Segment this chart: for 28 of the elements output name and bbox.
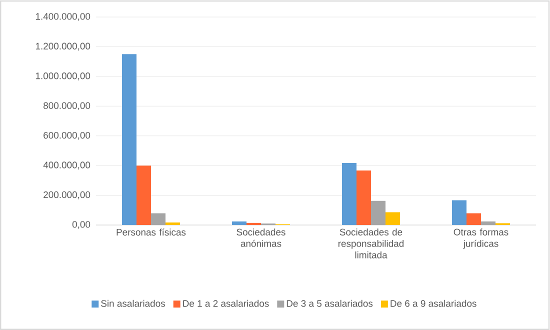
x-tick-label: Otras formas jurídicas <box>454 228 508 249</box>
y-tick-label: 800.000,00 <box>44 102 90 110</box>
bar <box>356 170 371 225</box>
y-tick-label: 0,00 <box>72 221 90 229</box>
legend-label: De 1 a 2 asalariados <box>183 300 269 307</box>
bar <box>466 213 481 225</box>
y-tick-label: 1.000.000,00 <box>36 72 90 80</box>
legend-label: Sin asalariados <box>101 300 165 307</box>
x-tick-label: Sociedades de responsabilidad limitada <box>338 228 404 258</box>
bar <box>232 221 246 225</box>
x-tick-label: Sociedades anónimas <box>236 228 286 247</box>
legend-label: De 3 a 5 asalariados <box>286 300 373 307</box>
bar <box>166 222 180 225</box>
bar <box>122 54 136 225</box>
x-tick-label: Personas físicas <box>116 228 186 236</box>
y-tick-label: 600.000,00 <box>44 132 90 140</box>
bar <box>386 212 400 225</box>
bar <box>452 200 466 225</box>
y-tick-label: 1.400.000,00 <box>36 13 90 21</box>
bar <box>342 163 356 225</box>
y-tick-label: 400.000,00 <box>43 162 90 170</box>
legend-label: De 6 a 9 asalariados <box>390 300 476 307</box>
y-tick-label: 200.000,00 <box>44 191 90 200</box>
bar <box>151 213 166 225</box>
y-tick-label: 1.200.000,00 <box>36 42 90 51</box>
bar <box>371 200 386 225</box>
bar <box>136 166 151 225</box>
bar <box>481 221 496 225</box>
